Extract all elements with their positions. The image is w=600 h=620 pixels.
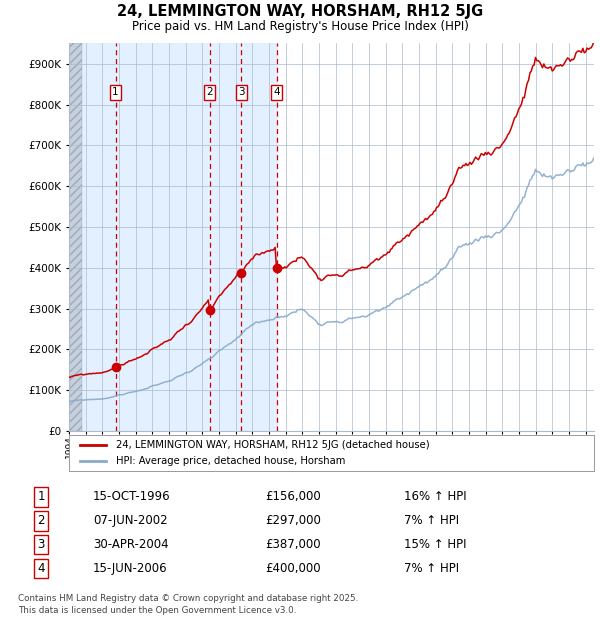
Text: 24, LEMMINGTON WAY, HORSHAM, RH12 5JG (detached house): 24, LEMMINGTON WAY, HORSHAM, RH12 5JG (d… (116, 440, 430, 450)
Text: 15-JUN-2006: 15-JUN-2006 (93, 562, 167, 575)
Text: 15-OCT-1996: 15-OCT-1996 (93, 490, 170, 503)
Text: 7% ↑ HPI: 7% ↑ HPI (404, 515, 459, 527)
Text: 2: 2 (206, 87, 213, 97)
Text: 3: 3 (238, 87, 244, 97)
Text: 07-JUN-2002: 07-JUN-2002 (93, 515, 167, 527)
Text: 16% ↑ HPI: 16% ↑ HPI (404, 490, 467, 503)
Text: 30-APR-2004: 30-APR-2004 (93, 538, 169, 551)
Bar (69, 43, 277, 431)
Text: £387,000: £387,000 (266, 538, 322, 551)
Text: £400,000: £400,000 (266, 562, 322, 575)
Text: £297,000: £297,000 (266, 515, 322, 527)
Text: This data is licensed under the Open Government Licence v3.0.: This data is licensed under the Open Gov… (18, 606, 296, 616)
Text: 24, LEMMINGTON WAY, HORSHAM, RH12 5JG: 24, LEMMINGTON WAY, HORSHAM, RH12 5JG (117, 4, 483, 19)
Text: 7% ↑ HPI: 7% ↑ HPI (404, 562, 459, 575)
Text: 4: 4 (37, 562, 45, 575)
Text: 1: 1 (112, 87, 119, 97)
Text: 3: 3 (37, 538, 45, 551)
Text: Contains HM Land Registry data © Crown copyright and database right 2025.: Contains HM Land Registry data © Crown c… (18, 594, 358, 603)
Text: HPI: Average price, detached house, Horsham: HPI: Average price, detached house, Hors… (116, 456, 346, 466)
Text: £156,000: £156,000 (266, 490, 322, 503)
Text: 15% ↑ HPI: 15% ↑ HPI (404, 538, 466, 551)
Text: 1: 1 (37, 490, 45, 503)
Text: 2: 2 (37, 515, 45, 527)
Text: Price paid vs. HM Land Registry's House Price Index (HPI): Price paid vs. HM Land Registry's House … (131, 20, 469, 33)
Text: 4: 4 (273, 87, 280, 97)
